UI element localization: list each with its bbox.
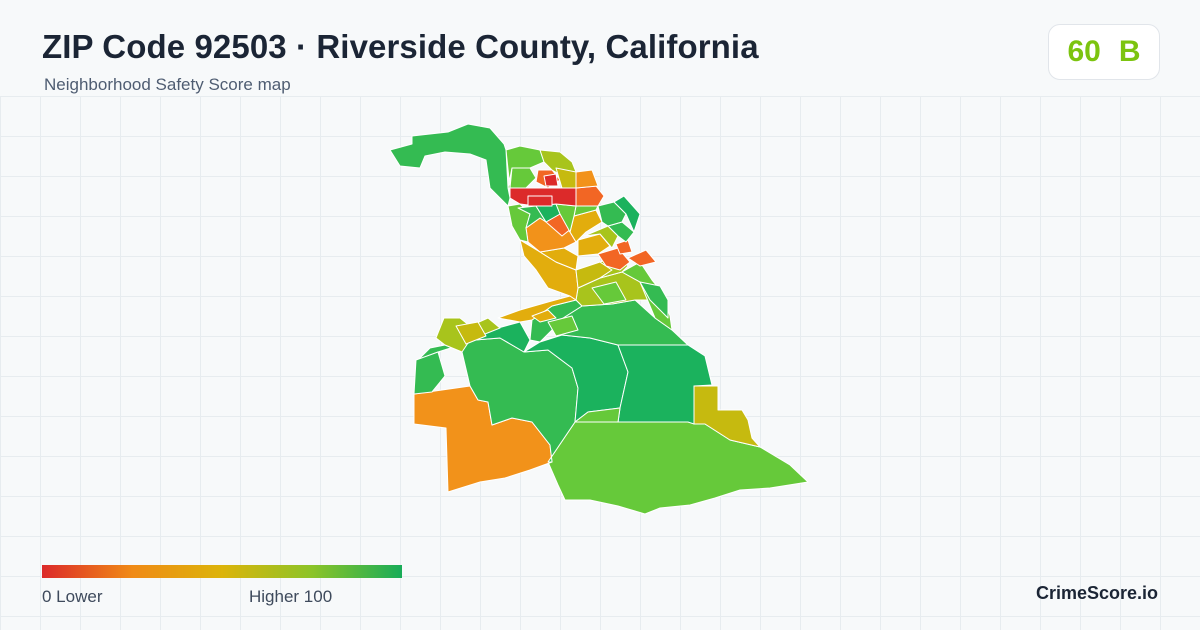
page-subtitle: Neighborhood Safety Score map — [44, 75, 291, 94]
map-region[interactable] — [621, 261, 673, 331]
map-region[interactable] — [583, 225, 619, 249]
map-region[interactable] — [543, 173, 559, 187]
map-region[interactable] — [627, 249, 657, 267]
legend-high-label: Higher 100 — [249, 587, 333, 606]
map-region[interactable] — [507, 203, 531, 243]
page-title: ZIP Code 92503 · Riverside County, Calif… — [42, 28, 759, 65]
map-region[interactable] — [389, 123, 511, 207]
map-region[interactable] — [555, 167, 577, 189]
map-region[interactable] — [693, 385, 761, 448]
map-region[interactable] — [531, 309, 557, 323]
map-region[interactable] — [547, 315, 579, 337]
map-region[interactable] — [455, 321, 487, 345]
map-region[interactable] — [527, 195, 553, 207]
map-region[interactable] — [469, 321, 531, 353]
map-region[interactable] — [591, 281, 627, 305]
map-region[interactable] — [577, 233, 611, 257]
legend-gradient-bar — [42, 565, 402, 578]
map-region[interactable] — [575, 185, 605, 207]
score-grade: B — [1118, 35, 1141, 68]
map-region[interactable] — [613, 195, 641, 233]
map-region[interactable] — [639, 281, 669, 319]
map-region[interactable] — [615, 239, 633, 255]
map-region[interactable] — [547, 421, 809, 515]
map-region[interactable] — [575, 169, 599, 189]
brand-logo-text: CrimeScore.io — [1036, 583, 1159, 603]
score-value: 60 — [1067, 35, 1101, 68]
map-region[interactable] — [509, 167, 537, 189]
safety-score-card: 60 B — [1048, 24, 1160, 80]
map-region[interactable] — [574, 407, 621, 423]
map-region[interactable] — [413, 351, 446, 395]
legend-low-label: 0 Lower — [42, 587, 103, 606]
